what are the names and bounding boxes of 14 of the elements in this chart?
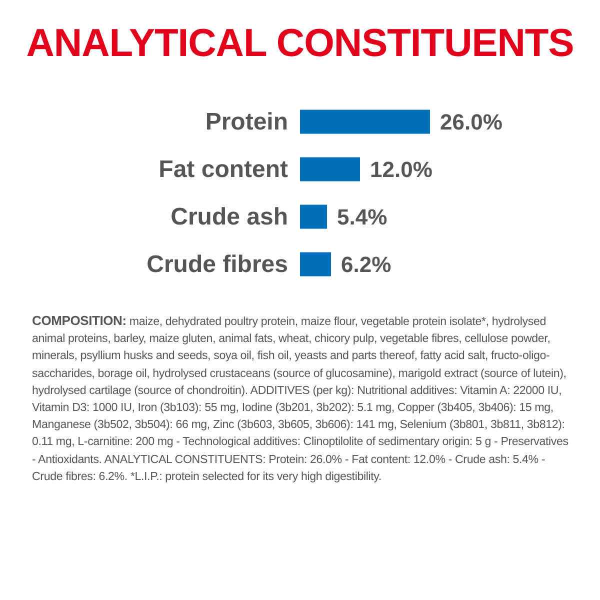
bar bbox=[300, 204, 327, 229]
y-tick-label: Crude ash bbox=[170, 203, 288, 230]
data-label: 26.0% bbox=[440, 109, 502, 134]
chart-title: ANALYTICAL CONSTITUENTS bbox=[25, 22, 575, 66]
data-label: 6.2% bbox=[341, 252, 392, 277]
data-label: 12.0% bbox=[370, 156, 432, 182]
bar bbox=[300, 252, 331, 276]
y-tick-label: Crude fibres bbox=[146, 250, 288, 278]
y-tick-label: Fat content bbox=[158, 156, 288, 183]
data-label: 5.4% bbox=[337, 204, 388, 230]
text: COMPOSITION: maize, dehydrated poultry protein, maize flour, vegetable protein isolate*, hydrolysed animal proteins, barley, maize gluten, animal fats, wheat, chicory pulp, vegetable fibres, cellulose powder, minerals, psyllium husks and seeds, soya oil, fish oil, yeasts and parts thereof, fatty acid salt, fructo-oligo-saccharides, borage oil, hydrolysed crustaceans (source of glucosamine), marigold extract (source of lutein), hydrolysed cartilage (source of chondroitin). ADDITIVES (per kg): Nutritional additives: Vitamin A: 22000 IU, Vitamin D3: 1000 IU, Iron (3b103): 55 mg, Iodine (3b201, 3b202): 5.1 mg, Copper (3b405, 3b406): 15 mg, Manganese (3b502, 3b504): 66 mg, Zinc (3b603, 3b605, 3b606): 141 mg, Selenium (3b801, 3b811, 3b812): 0.11 mg, L-carnitine: 200 mg - Technological additives: Clinoptilolite of sedimentary origin: 5 g - Preservatives - Antioxidants. ANALYTICAL CONSTITUENTS: Protein: 26.0% - Fat content: 12.0% - Crude ash: 5.4% - Crude fibres: 6.2%. *L.I.P.: protein selected for its very high digestibility. bbox=[32, 313, 568, 483]
bar bbox=[300, 157, 360, 182]
bar bbox=[300, 110, 430, 134]
y-tick-label: Protein bbox=[205, 108, 288, 136]
